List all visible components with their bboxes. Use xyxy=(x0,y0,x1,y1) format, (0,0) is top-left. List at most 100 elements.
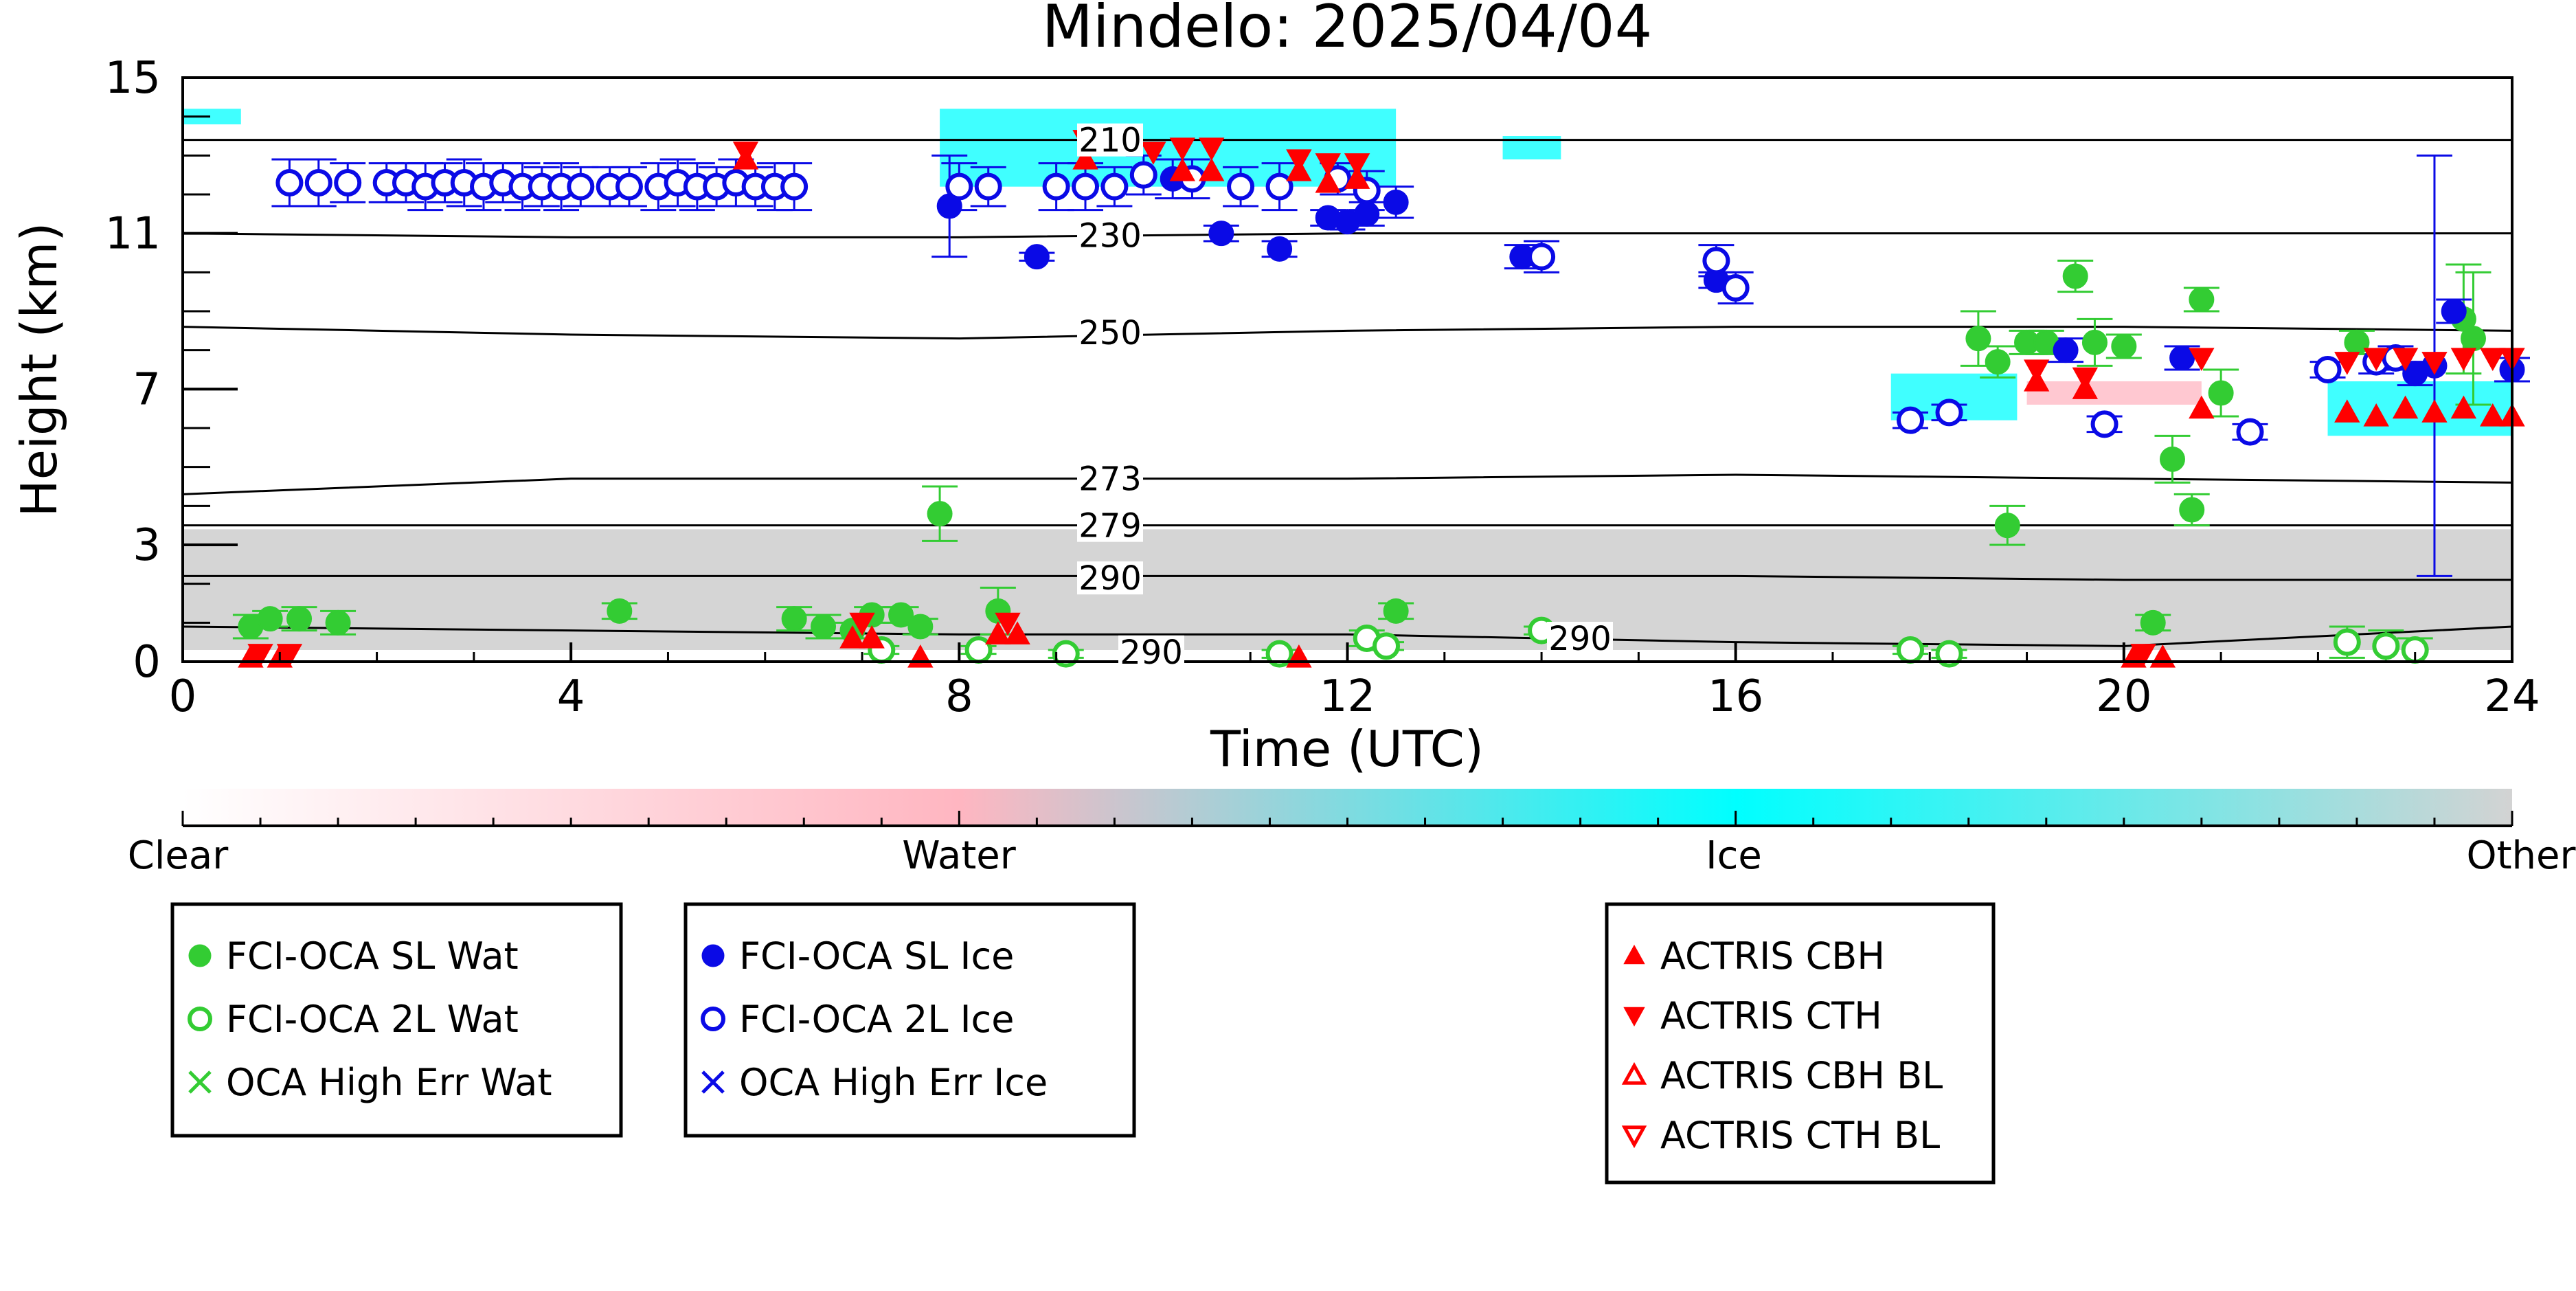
cloud-region-other xyxy=(183,529,2512,650)
point-actris-cth xyxy=(1344,153,1370,177)
point-actris-cth xyxy=(732,142,759,165)
x-tick-label: 0 xyxy=(169,671,197,722)
legend-marker-fci-oca-sl-ice xyxy=(701,944,725,967)
point-fci-oca-sl-wat xyxy=(2179,497,2205,523)
isotherm-label-bg xyxy=(1077,561,1143,595)
point-fci-oca-sl-wat xyxy=(607,598,633,624)
point-actris-cth xyxy=(1286,149,1312,173)
point-fci-oca-sl-ice xyxy=(2053,337,2079,363)
point-fci-oca-sl-wat xyxy=(1994,513,2020,539)
point-fci-oca-sl-wat xyxy=(2460,326,2486,352)
isotherm-label-bg xyxy=(1077,316,1143,350)
y-tick-label: 7 xyxy=(133,364,161,415)
colorbar-label-water: Water xyxy=(902,833,1017,878)
point-fci-oca-2l-ice xyxy=(1100,172,1129,201)
point-actris-cbh xyxy=(2480,403,2506,427)
isotherm-label: 210 xyxy=(1078,122,1142,160)
point-actris-cbh xyxy=(1315,169,1341,193)
legend-marker-fci-oca-2l-ice xyxy=(701,1007,725,1031)
legend-box: FCI-OCA SL Wat FCI-OCA 2L Wat OCA High Err… xyxy=(170,902,623,1138)
point-fci-oca-sl-wat xyxy=(2208,380,2234,406)
cloud-region-ice xyxy=(2327,381,2512,436)
point-fci-oca-sl-wat xyxy=(325,609,351,636)
point-fci-oca-sl-wat xyxy=(2081,329,2108,355)
point-fci-oca-2l-ice xyxy=(2314,356,2342,383)
colorbar-label-clear: Clear xyxy=(128,833,229,878)
x-tick-label: 12 xyxy=(1320,671,1375,722)
x-tick-label: 20 xyxy=(2096,671,2151,722)
isotherm-label-bg xyxy=(1077,508,1143,542)
axes-layer: 0 4 8 12 16 20 24 0 3 7 11 15 xyxy=(105,53,2540,722)
point-fci-oca-sl-wat xyxy=(2140,609,2166,636)
y-tick-label: 11 xyxy=(105,209,161,260)
point-actris-cth xyxy=(276,644,303,667)
legend-frame xyxy=(683,902,1136,1138)
chart-title: Mindelo: 2025/04/04 xyxy=(1042,0,1653,61)
point-actris-cth xyxy=(2130,644,2156,667)
isotherm-label-bg xyxy=(1118,635,1184,669)
legend-label-oca-high-err-wat: OCA High Err Wat xyxy=(226,1061,552,1104)
point-fci-oca-sl-wat xyxy=(811,614,837,640)
point-actris-cbh xyxy=(839,625,866,649)
point-fci-oca-sl-wat xyxy=(1965,326,1991,352)
legend-frame xyxy=(1605,902,1996,1185)
point-actris-cbh xyxy=(859,625,885,649)
colorbar-label-other: Other xyxy=(2466,833,2576,878)
isotherm-line xyxy=(183,326,2512,340)
point-fci-oca-2l-ice xyxy=(1227,172,1255,201)
point-fci-oca-2l-ice xyxy=(1935,398,1963,427)
point-actris-cbh xyxy=(1198,157,1225,181)
point-actris-cbh xyxy=(1072,146,1098,170)
point-fci-oca-2l-ice xyxy=(567,172,595,201)
point-actris-cth xyxy=(2392,348,2419,372)
point-actris-cth xyxy=(849,612,875,636)
point-actris-cbh xyxy=(1344,166,1370,189)
point-fci-oca-2l-ice xyxy=(1072,172,1100,201)
point-actris-cth xyxy=(2334,352,2360,375)
point-fci-oca-sl-wat xyxy=(286,606,313,632)
point-fci-oca-sl-wat xyxy=(2062,263,2088,289)
y-tick-label: 15 xyxy=(105,53,161,104)
legend-marker-oca-high-err-wat xyxy=(188,1070,212,1094)
point-fci-oca-2l-ice xyxy=(974,172,1002,201)
legend-frame xyxy=(170,902,623,1138)
point-fci-oca-2l-ice xyxy=(2236,418,2264,446)
point-fci-oca-sl-ice xyxy=(2441,298,2467,324)
point-fci-oca-2l-ice xyxy=(275,169,304,197)
point-fci-oca-sl-ice xyxy=(1354,201,1380,227)
legend-label-fci-oca-2l-wat: FCI-OCA 2L Wat xyxy=(226,998,519,1041)
isotherm-label: 290 xyxy=(1078,559,1142,598)
x-tick-label: 4 xyxy=(557,671,585,722)
x-tick-label: 8 xyxy=(945,671,973,722)
point-actris-cth xyxy=(1315,153,1341,177)
point-fci-oca-sl-ice xyxy=(1267,236,1293,262)
point-fci-oca-2l-wat xyxy=(1052,640,1080,668)
point-fci-oca-2l-ice xyxy=(304,169,332,197)
legend-marker-fci-oca-2l-wat xyxy=(188,1007,212,1031)
point-fci-oca-2l-ice xyxy=(1896,406,1924,434)
legend-marker-oca-high-err-ice xyxy=(701,1070,725,1094)
point-fci-oca-2l-ice xyxy=(780,172,809,201)
isotherm-label-bg xyxy=(1077,218,1143,252)
point-actris-cbh xyxy=(2334,399,2360,423)
point-fci-oca-2l-wat xyxy=(1896,636,1924,664)
point-actris-cth xyxy=(247,644,273,667)
point-actris-cth xyxy=(2072,367,2099,391)
point-fci-oca-sl-ice xyxy=(1024,244,1050,270)
point-fci-oca-sl-wat xyxy=(1383,598,1409,624)
point-actris-cbh xyxy=(2189,395,2215,419)
legend-label-oca-high-err-ice: OCA High Err Ice xyxy=(739,1061,1048,1104)
point-fci-oca-2l-ice xyxy=(945,172,973,201)
marker-layer xyxy=(238,130,2525,668)
isotherm-labels: 210 230 250 273 279 290 290 290 xyxy=(1077,122,1613,672)
x-axis-label: Time (UTC) xyxy=(1210,720,1484,778)
legend-marker-actris-cth-bl xyxy=(1621,1125,1647,1149)
point-actris-cth xyxy=(2363,348,2389,372)
legend-box: ACTRIS CBH ACTRIS CTH ACTRIS CBH BL ACTRIS … xyxy=(1605,902,1996,1185)
point-fci-oca-sl-wat xyxy=(2189,287,2215,313)
y-tick-label: 3 xyxy=(133,520,161,571)
point-actris-cbh xyxy=(2363,403,2389,427)
isotherm-label: 273 xyxy=(1078,460,1142,499)
legend-label-actris-cbh-bl: ACTRIS CBH BL xyxy=(1660,1054,1943,1097)
legend-marker-actris-cbh-bl xyxy=(1621,1062,1647,1085)
